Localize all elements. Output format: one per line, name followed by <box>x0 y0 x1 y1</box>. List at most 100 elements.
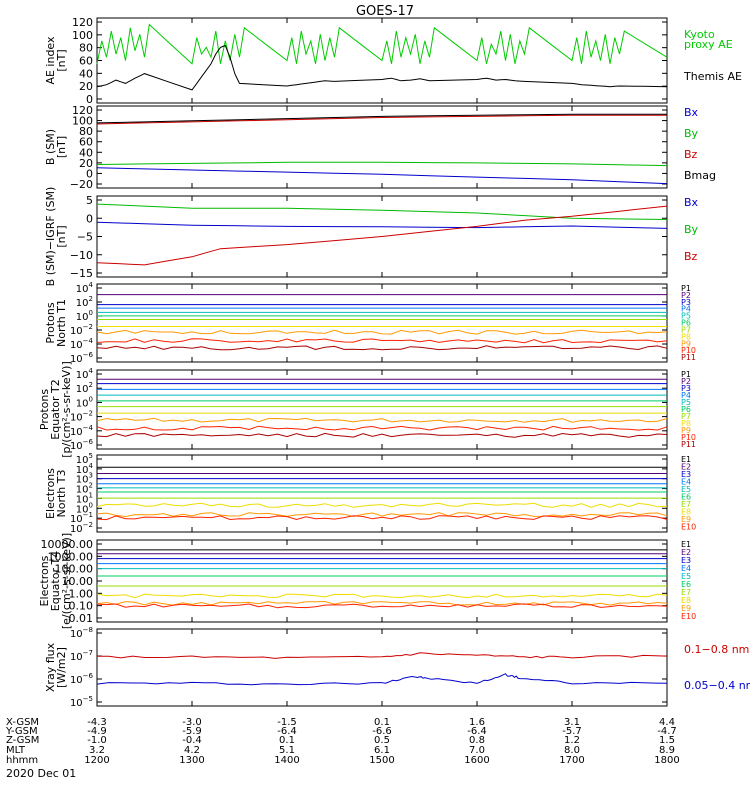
channel-legend: E2 <box>681 548 691 557</box>
ephemeris-value: 1200 <box>84 755 109 766</box>
y-tick-label: 100 <box>76 395 93 409</box>
channel-legend: P3 <box>681 384 691 393</box>
y-tick-label: 100 <box>72 115 93 128</box>
channel-legend: E7 <box>681 588 691 597</box>
ephemeris-value: 8.0 <box>564 745 580 756</box>
channel-line <box>96 425 668 431</box>
ephemeris-label: Z-GSM <box>6 735 39 746</box>
ephemeris-value: 7.0 <box>469 745 485 756</box>
channel-legend: E1 <box>681 540 691 549</box>
channel-legend: P5 <box>681 312 691 321</box>
y-tick-label: 104 <box>76 367 94 381</box>
y-axis-label: North T3 <box>55 470 68 518</box>
channel-legend: E8 <box>681 596 691 605</box>
y-axis-label: [p/(cm²-s-sr-keV)] <box>60 361 73 458</box>
y-tick-label: 1.00 <box>69 587 94 600</box>
legend-entry: Kyoto <box>684 28 715 41</box>
legend-entry: Bz <box>684 250 698 263</box>
series-line <box>96 167 668 185</box>
y-tick-label: 5 <box>86 194 93 207</box>
channel-line <box>96 603 668 609</box>
y-tick-label: 10−5 <box>70 695 93 709</box>
legend-entry: proxy AE <box>684 38 733 51</box>
panel-frame <box>96 539 668 623</box>
channel-legend: P5 <box>681 398 691 407</box>
y-tick-label: 10−6 <box>70 672 94 686</box>
y-tick-label: −20 <box>70 178 93 191</box>
y-axis-label: B (SM) <box>44 129 57 165</box>
channel-legend: P3 <box>681 298 691 307</box>
channel-legend: E3 <box>681 470 691 479</box>
y-tick-label: 10−2 <box>70 323 93 337</box>
channel-legend: E1 <box>681 455 691 464</box>
y-tick-label: 1000.00 <box>48 550 94 563</box>
ephemeris-value: -4.7 <box>657 726 677 737</box>
y-axis-label: Protons <box>44 302 57 343</box>
ephemeris-value: -6.4 <box>467 726 487 737</box>
channel-legend: E9 <box>681 515 691 524</box>
y-tick-label: 10−6 <box>70 351 94 365</box>
channel-legend: P2 <box>681 291 691 300</box>
channel-legend: E8 <box>681 508 691 517</box>
series-line <box>96 221 668 229</box>
ephemeris-value: 3.1 <box>564 717 580 728</box>
y-tick-label: 105 <box>76 452 93 466</box>
ephemeris-value: -0.4 <box>182 735 202 746</box>
channel-legend: E9 <box>681 604 691 613</box>
y-tick-label: 10−1 <box>70 511 93 525</box>
ephemeris-value: 5.1 <box>279 745 295 756</box>
y-tick-label: −15 <box>70 267 93 280</box>
y-tick-label: 0 <box>86 212 93 225</box>
ephemeris-label: X-GSM <box>6 717 39 728</box>
legend-entry: 0.05−0.4 nm <box>684 679 750 692</box>
y-axis-label: [W/m2] <box>55 647 68 688</box>
y-tick-label: 10−2 <box>70 410 93 424</box>
y-axis-label: B (SM)−IGRF (SM) <box>44 187 57 287</box>
ephemeris-value: 1600 <box>464 755 489 766</box>
y-tick-label: 0 <box>86 167 93 180</box>
y-tick-label: 100.00 <box>55 563 94 576</box>
channel-legend: E6 <box>681 580 691 589</box>
series-line <box>96 23 668 65</box>
y-tick-label: 10000.00 <box>41 538 94 551</box>
channel-legend: P11 <box>681 440 696 449</box>
channel-legend: E4 <box>681 564 691 573</box>
ephemeris-value: 0.1 <box>374 717 390 728</box>
ephemeris-value: 8.9 <box>659 745 675 756</box>
channel-line <box>96 338 668 344</box>
y-axis-label: Equator T2 <box>49 379 62 439</box>
y-tick-label: 0.10 <box>69 600 94 613</box>
ephemeris-value: -6.4 <box>277 726 297 737</box>
legend-entry: By <box>684 223 699 236</box>
y-axis-label: Protons <box>38 389 51 430</box>
channel-line <box>96 417 668 423</box>
date-label: 2020 Dec 01 <box>6 767 76 780</box>
series-line <box>96 113 667 124</box>
channel-legend: P2 <box>681 377 691 386</box>
y-tick-label: 102 <box>76 482 93 496</box>
y-tick-label: −10 <box>70 249 93 262</box>
y-tick-label: 0 <box>86 93 93 106</box>
ephemeris-value: 1.6 <box>469 717 485 728</box>
ephemeris-value: -5.7 <box>562 726 582 737</box>
y-tick-label: 10−4 <box>70 337 94 351</box>
channel-legend: P9 <box>681 339 691 348</box>
ephemeris-label: MLT <box>6 745 26 756</box>
panel-frame <box>96 454 668 533</box>
y-tick-label: 20 <box>79 157 93 170</box>
channel-line <box>96 593 668 599</box>
y-axis-label: North T1 <box>55 299 68 347</box>
channel-legend: E7 <box>681 500 691 509</box>
y-tick-label: 104 <box>76 281 94 295</box>
channel-legend: P7 <box>681 412 691 421</box>
y-axis-label: Xray flux <box>44 642 57 692</box>
y-tick-label: −5 <box>77 231 93 244</box>
y-tick-label: 60 <box>79 136 93 149</box>
channel-legend: E3 <box>681 556 691 565</box>
legend-entry: Bmag <box>684 169 716 182</box>
channel-legend: P6 <box>681 319 691 328</box>
series-line <box>96 44 668 91</box>
channel-line <box>96 432 668 438</box>
